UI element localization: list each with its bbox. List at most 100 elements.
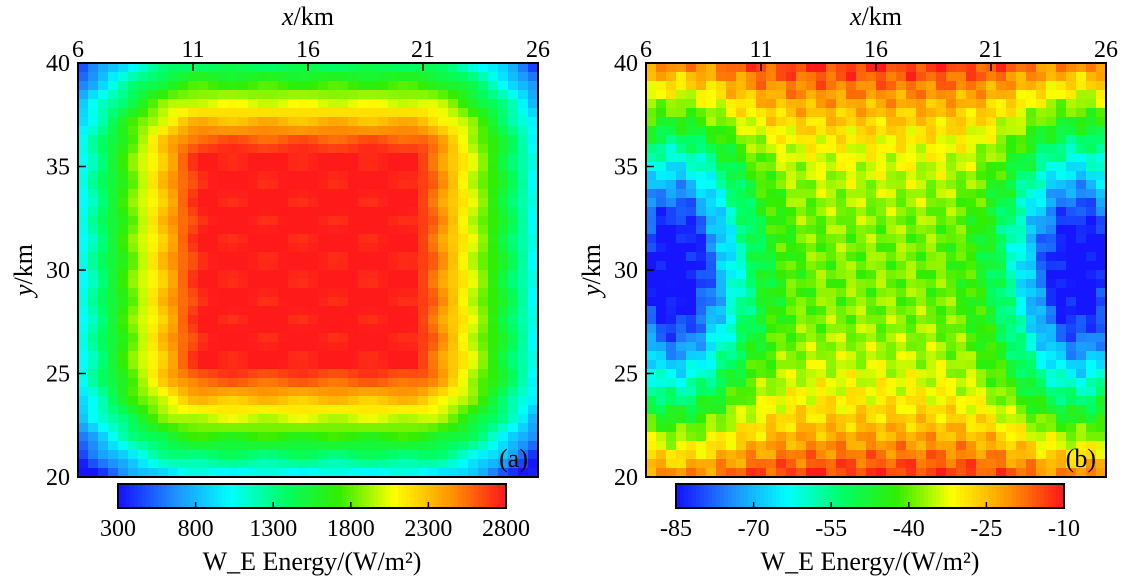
heatmap-cell xyxy=(398,432,409,442)
heatmap-cell xyxy=(996,315,1007,325)
heatmap-cell xyxy=(946,432,957,442)
heatmap-cell xyxy=(178,468,189,478)
heatmap-cell xyxy=(238,306,249,316)
heatmap-cell xyxy=(228,153,239,163)
heatmap-cell xyxy=(178,153,189,163)
heatmap-cell xyxy=(298,126,309,136)
heatmap-cell xyxy=(288,324,299,334)
heatmap-cell xyxy=(488,63,499,73)
heatmap-cell xyxy=(138,414,149,424)
heatmap-cell xyxy=(676,459,687,469)
heatmap-cell xyxy=(1016,378,1027,388)
heatmap-cell xyxy=(936,126,947,136)
heatmap-cell xyxy=(1036,108,1047,118)
heatmap-cell xyxy=(946,369,957,379)
heatmap-cell xyxy=(896,243,907,253)
colorbar-tick-label: 800 xyxy=(178,516,214,542)
heatmap-cell xyxy=(248,369,259,379)
heatmap-cell xyxy=(896,117,907,127)
heatmap-cell xyxy=(1046,90,1057,100)
colorbar-swatch xyxy=(134,484,139,508)
heatmap-cell xyxy=(1046,180,1057,190)
heatmap-cell xyxy=(308,432,319,442)
heatmap-cell xyxy=(248,297,259,307)
heatmap-cell xyxy=(278,342,289,352)
heatmap-cell xyxy=(916,342,927,352)
heatmap-cell xyxy=(168,360,179,370)
heatmap-cell xyxy=(378,180,389,190)
heatmap-cell xyxy=(1066,360,1077,370)
heatmap-cell xyxy=(1086,396,1097,406)
heatmap-cell xyxy=(528,423,539,433)
heatmap-cell xyxy=(1086,306,1097,316)
heatmap-cell xyxy=(508,414,519,424)
heatmap-cell xyxy=(696,369,707,379)
heatmap-cell xyxy=(138,315,149,325)
heatmap-cell xyxy=(158,99,169,109)
heatmap-cell xyxy=(956,189,967,199)
heatmap-cell xyxy=(856,315,867,325)
heatmap-cell xyxy=(458,180,469,190)
heatmap-cell xyxy=(706,234,717,244)
heatmap-cell xyxy=(348,441,359,451)
heatmap-cell xyxy=(756,306,767,316)
heatmap-cell xyxy=(78,198,89,208)
heatmap-cell xyxy=(706,225,717,235)
heatmap-cell xyxy=(208,81,219,91)
heatmap-cell xyxy=(348,126,359,136)
heatmap-cell xyxy=(428,207,439,217)
colorbar-swatch xyxy=(908,484,913,508)
heatmap-cell xyxy=(906,432,917,442)
heatmap-cell xyxy=(726,180,737,190)
heatmap-cell xyxy=(786,270,797,280)
heatmap-cell xyxy=(746,315,757,325)
heatmap-cell xyxy=(1016,81,1027,91)
heatmap-cell xyxy=(1096,117,1107,127)
heatmap-cell xyxy=(836,279,847,289)
heatmap-cell xyxy=(498,387,509,397)
heatmap-cell xyxy=(468,324,479,334)
heatmap-cell xyxy=(358,333,369,343)
heatmap-cell xyxy=(816,270,827,280)
heatmap-cell xyxy=(656,315,667,325)
heatmap-cell xyxy=(328,189,339,199)
heatmap-cell xyxy=(178,243,189,253)
heatmap-cell xyxy=(298,306,309,316)
heatmap-cell xyxy=(836,315,847,325)
heatmap-cell xyxy=(1006,414,1017,424)
heatmap-cell xyxy=(278,180,289,190)
heatmap-cell xyxy=(1066,351,1077,361)
heatmap-cell xyxy=(498,81,509,91)
heatmap-cell xyxy=(876,270,887,280)
heatmap-cell xyxy=(468,198,479,208)
heatmap-cell xyxy=(388,414,399,424)
heatmap-cell xyxy=(1006,441,1017,451)
heatmap-cell xyxy=(128,324,139,334)
heatmap-cell xyxy=(716,72,727,82)
heatmap-cell xyxy=(118,99,129,109)
heatmap-cell xyxy=(876,216,887,226)
heatmap-cell xyxy=(856,90,867,100)
heatmap-cell xyxy=(418,171,429,181)
heatmap-cell xyxy=(478,270,489,280)
heatmap-cell xyxy=(1066,162,1077,172)
heatmap-cell xyxy=(756,207,767,217)
colorbar-swatch xyxy=(924,484,929,508)
heatmap-cell xyxy=(876,432,887,442)
heatmap-cell xyxy=(508,135,519,145)
heatmap-cell xyxy=(508,117,519,127)
colorbar-swatch xyxy=(740,484,745,508)
heatmap-cell xyxy=(676,198,687,208)
heatmap-cell xyxy=(1086,288,1097,298)
heatmap-cell xyxy=(896,99,907,109)
heatmap-cell xyxy=(348,171,359,181)
heatmap-cell xyxy=(806,405,817,415)
heatmap-cell xyxy=(886,279,897,289)
heatmap-cell xyxy=(358,261,369,271)
heatmap-cell xyxy=(786,225,797,235)
heatmap-cell xyxy=(528,459,539,469)
heatmap-cell xyxy=(836,135,847,145)
heatmap-cell xyxy=(756,216,767,226)
heatmap-cell xyxy=(128,333,139,343)
heatmap-cell xyxy=(468,99,479,109)
